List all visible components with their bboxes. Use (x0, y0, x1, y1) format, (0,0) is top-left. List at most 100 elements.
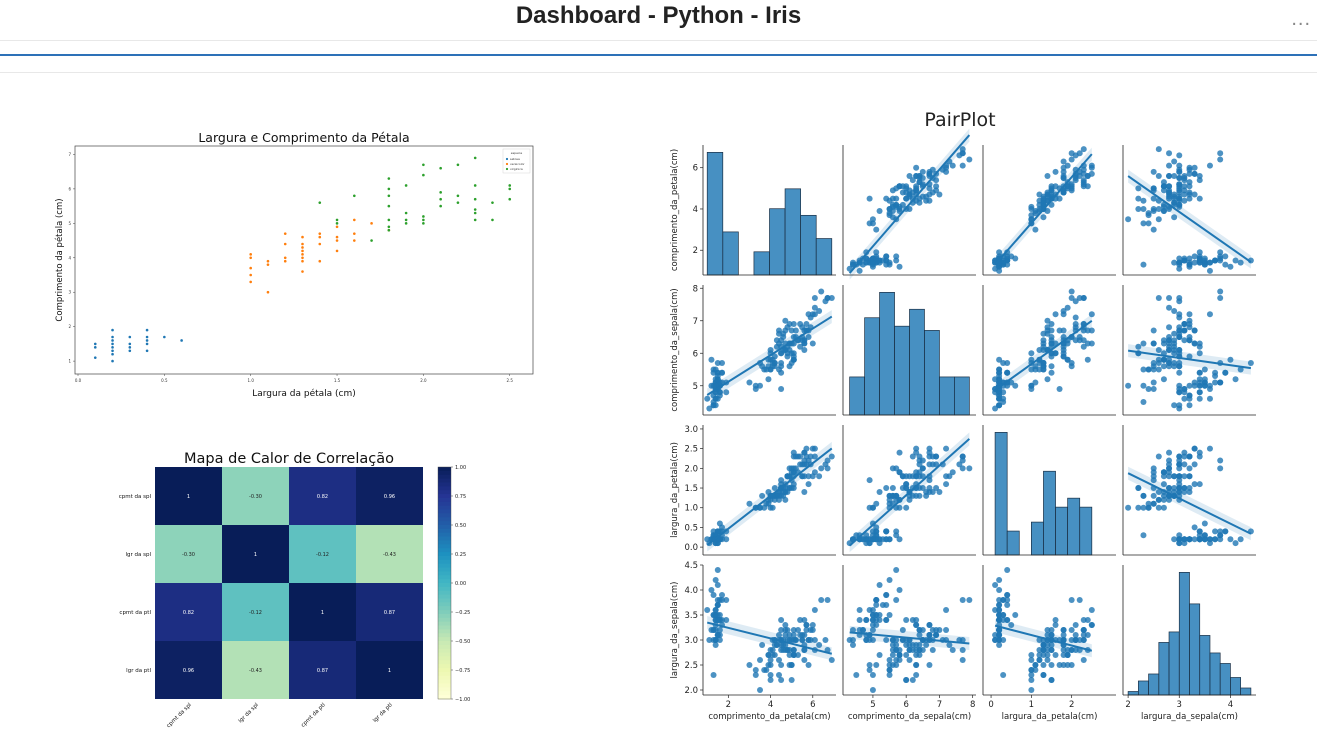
pair-scatter-point (1135, 504, 1142, 511)
pair-scatter-point (1080, 627, 1087, 633)
pair-scatter-point (803, 321, 810, 327)
pair-scatter-point (1048, 340, 1055, 347)
pair-scatter-point (1166, 304, 1173, 311)
pair-scatter-point (1212, 257, 1219, 264)
regression-line (706, 447, 833, 546)
pair-scatter-point (849, 637, 856, 643)
pair-scatter-point (1196, 350, 1203, 357)
scatter-point-versicolor (301, 259, 304, 263)
pair-scatter-point (1176, 382, 1183, 389)
pair-scatter-point (1196, 481, 1203, 488)
pair-scatter-point (805, 311, 812, 318)
histogram-bar (1158, 642, 1170, 696)
chart-title: Largura e Comprimento da Pétala (198, 130, 409, 145)
y-tick-label: 1.0 (684, 504, 698, 514)
pair-scatter-point (1176, 389, 1183, 396)
scatter-point-virginica (370, 239, 373, 242)
scatter-point-virginica (387, 218, 391, 222)
colorbar-tick-label: −0.25 (455, 610, 470, 616)
pair-scatter-point (1048, 363, 1055, 370)
pair-scatter-point (1217, 255, 1224, 262)
pair-scatter-point (788, 327, 795, 334)
pair-scatter-point (1201, 366, 1208, 373)
colorbar-segment (438, 617, 451, 623)
heatmap-cell (356, 583, 423, 641)
pair-scatter-point (1171, 485, 1178, 492)
pair-scatter-point (1196, 343, 1203, 350)
pair-scatter-point (1186, 337, 1193, 344)
pair-scatter-point (805, 473, 812, 480)
legend-title: especie (511, 151, 523, 155)
x-tick-label: 0.5 (161, 378, 168, 383)
pair-scatter-point (824, 295, 831, 301)
pair-scatter-point (1217, 249, 1224, 256)
pair-scatter-point (1186, 166, 1193, 173)
pair-scatter-point (1036, 366, 1043, 373)
pair-scatter-point (778, 627, 785, 633)
legend-marker-versicolor (505, 162, 509, 166)
pair-scatter-point (716, 627, 723, 633)
pair-scatter-point (1191, 191, 1198, 198)
colorbar-segment (438, 660, 451, 665)
pair-scatter-point (992, 607, 999, 613)
pair-scatter-point (1048, 642, 1055, 648)
pair-scatter-point (883, 592, 890, 598)
colorbar-segment (438, 579, 451, 584)
y-tick-label: 2.5 (684, 445, 698, 455)
pair-scatter-point (811, 469, 818, 476)
pair-scatter-point (1176, 295, 1183, 301)
pair-scatter-point (746, 379, 753, 386)
scatter-point-virginica (404, 184, 408, 187)
pair-scatter-point (1201, 255, 1208, 262)
pair-scatter-point (1176, 255, 1183, 262)
pair-scatter-point (1191, 340, 1198, 347)
pair-scatter-point (949, 469, 956, 476)
pair-scatter-point (805, 637, 812, 643)
pair-scatter-point (1166, 356, 1173, 363)
pair-scatter-point (752, 672, 759, 678)
pair-scatter-point (782, 327, 789, 334)
pair-scatter-point (809, 622, 816, 628)
scatter-point-virginica (473, 184, 477, 187)
pair-scatter-point (712, 395, 719, 402)
pair-scatter-point (761, 504, 768, 511)
histogram-bar (1219, 663, 1231, 696)
colorbar-segment (438, 552, 451, 557)
header-divider (0, 72, 1317, 73)
colorbar-segment (438, 691, 451, 696)
pair-scatter-point (876, 540, 883, 547)
pair-scatter-point (913, 647, 920, 653)
pair-scatter-point (1028, 657, 1035, 663)
pair-scatter-point (1186, 402, 1193, 409)
pair-scatter-point (816, 308, 823, 314)
heatmap-cell-label: -0.30 (182, 552, 195, 558)
pair-scatter-point (811, 304, 818, 311)
pair-scatter-point (886, 212, 893, 219)
pair-scatter-point (811, 637, 818, 643)
pair-scatter-point (1048, 632, 1055, 638)
pair-scatter-point (1000, 672, 1007, 678)
scatter-point-virginica (473, 208, 477, 211)
pair-scatter-point (790, 627, 797, 633)
pair-scatter-point (795, 627, 801, 633)
pair-scatter-point (1000, 612, 1007, 618)
pair-scatter-point (879, 536, 886, 543)
pair-scatter-point (816, 473, 823, 480)
more-options-icon[interactable]: ... (1291, 8, 1311, 30)
pair-scatter-point (723, 617, 730, 623)
scatter-point-setosa (93, 356, 97, 359)
pair-scatter-point (1176, 327, 1183, 334)
x-tick-label: 7 (937, 700, 942, 710)
pair-scatter-point (933, 177, 940, 184)
pair-scatter-point (1196, 195, 1203, 202)
y-tick-label: 7 (693, 317, 698, 327)
pair-scatter-point (933, 632, 940, 638)
y-tick-label: 8 (693, 284, 698, 294)
pair-scatter-point (886, 672, 893, 678)
colorbar-segment (438, 478, 451, 483)
pair-scatter-point (992, 376, 999, 383)
pair-scatter-point (886, 496, 893, 503)
pair-scatter-point (1064, 356, 1071, 363)
pair-scatter-point (1181, 536, 1188, 543)
pair-scatter-point (1160, 356, 1167, 363)
